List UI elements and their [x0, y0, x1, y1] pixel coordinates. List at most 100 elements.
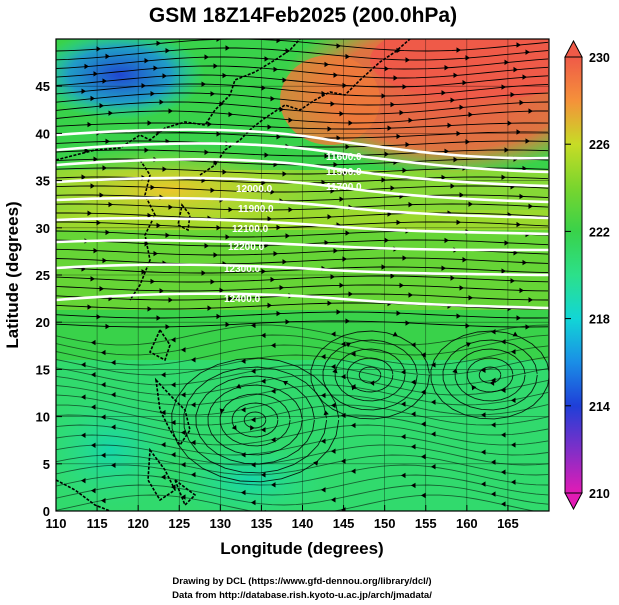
wind-arrow [153, 250, 158, 257]
wind-arrow [213, 63, 218, 69]
wind-arrow [381, 264, 386, 270]
wind-arrow [408, 117, 413, 124]
wind-arrow [201, 270, 206, 276]
wind-arrow [165, 232, 170, 239]
x-tick-label: 135 [251, 516, 273, 531]
contour-labels: 11600.0 11500.0 11700.0 12000.0 11900.0 … [224, 152, 362, 305]
wind-arrow [396, 310, 401, 316]
wind-arrow [411, 482, 416, 489]
wind-arrow [342, 82, 347, 89]
wind-arrow [276, 134, 281, 140]
wind-arrow [501, 432, 506, 438]
wind-arrow [111, 359, 116, 366]
wind-arrow [150, 184, 155, 191]
credit-data: Data from http://database.rish.kyoto-u.a… [172, 590, 432, 601]
y-tick-label: 45 [36, 79, 50, 94]
wind-arrow [525, 138, 530, 144]
wind-arrow [321, 438, 326, 444]
wind-arrow [147, 120, 152, 126]
wind-arrow [108, 110, 113, 116]
wind-arrow [342, 256, 347, 262]
wind-arrow [181, 429, 186, 436]
wind-arrow [516, 129, 521, 135]
contour-label: 11600.0 [326, 152, 362, 163]
wind-arrow [384, 65, 389, 72]
y-tick-label: 25 [36, 268, 50, 283]
wind-arrow [327, 214, 332, 220]
wind-arrow [491, 329, 496, 335]
wind-arrow [491, 377, 496, 384]
wind-arrow [241, 452, 246, 458]
wind-arrow [261, 427, 266, 433]
wind-arrow [513, 250, 518, 256]
wind-arrow [161, 442, 166, 448]
wind-arrow [431, 399, 436, 405]
wind-arrow [261, 332, 266, 339]
wind-arrow [271, 388, 276, 394]
wind-arrow [342, 170, 347, 176]
y-axis-title: Latitude (degrees) [3, 201, 22, 348]
wind-arrow [421, 492, 426, 499]
wind-arrow [250, 425, 255, 431]
wind-arrow [511, 397, 516, 404]
x-tick-label: 140 [292, 516, 314, 531]
wind-arrow [528, 297, 533, 303]
wind-arrow [528, 108, 533, 114]
wind-arrow [210, 187, 215, 194]
wind-arrow [459, 285, 464, 291]
wind-arrow [181, 347, 186, 353]
wind-arrow [285, 319, 290, 325]
wind-arrow [241, 358, 246, 364]
wind-arrow [102, 165, 107, 171]
wind-arrow [444, 64, 449, 71]
wind-arrow [441, 265, 446, 271]
wind-arrow [481, 367, 486, 374]
wind-arrow [207, 121, 212, 127]
wind-arrow [81, 394, 86, 400]
wind-arrow [351, 384, 356, 390]
wind-arrow [264, 56, 269, 62]
wind-arrow [513, 66, 518, 73]
wind-arrow [339, 196, 344, 202]
wind-arrow [90, 95, 95, 102]
wind-arrow [321, 487, 326, 493]
y-axis-ticks: 0 5 10 15 20 25 30 35 40 45 [36, 79, 62, 519]
wind-arrow [216, 225, 221, 231]
wind-arrow [81, 174, 86, 180]
wind-arrow [336, 135, 341, 141]
wind-arrow [402, 255, 407, 261]
wind-arrow [522, 259, 527, 266]
wind-arrow [91, 404, 96, 410]
wind-arrow [421, 454, 426, 460]
y-tick-label: 5 [43, 457, 50, 472]
wind-arrow [93, 156, 98, 162]
wind-arrow [251, 499, 256, 506]
wind-arrow [333, 161, 338, 168]
x-tick-label: 165 [497, 516, 519, 531]
wind-arrow [261, 268, 266, 275]
x-tick-label: 120 [127, 516, 149, 531]
wind-arrow [504, 147, 509, 153]
wind-arrow [399, 282, 404, 289]
x-axis-title: Longitude (degrees) [220, 539, 383, 558]
wind-arrow [481, 481, 486, 487]
wind-arrow [381, 93, 386, 99]
wind-arrow [392, 331, 398, 337]
wind-arrow [323, 410, 329, 416]
colorbar: 210 214 218 222 226 230 [564, 39, 610, 511]
wind-arrow [213, 159, 218, 165]
wind-arrow [102, 78, 107, 84]
colorbar-tick-label: 226 [589, 138, 610, 152]
wind-arrow [210, 279, 215, 285]
wind-arrow [501, 84, 506, 90]
wind-arrow [161, 372, 166, 378]
x-tick-label: 150 [374, 516, 396, 531]
wind-arrow [408, 292, 413, 298]
wind-arrow [401, 434, 406, 440]
wind-arrow [341, 412, 346, 419]
wind-arrow [519, 287, 524, 294]
wind-arrow [331, 448, 336, 454]
wind-arrow [87, 121, 92, 128]
y-tick-label: 15 [36, 362, 50, 377]
wind-arrow [519, 193, 524, 200]
